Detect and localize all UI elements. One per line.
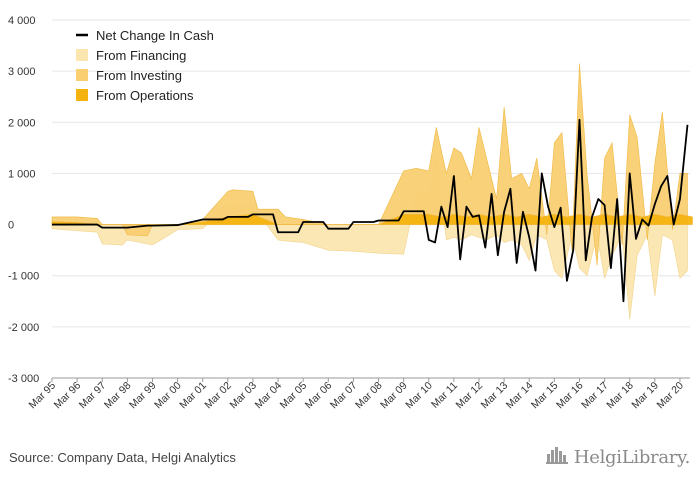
x-tick-label: Mar 15	[529, 380, 561, 412]
legend-swatch	[76, 69, 88, 81]
x-tick-label: Mar 97	[77, 380, 109, 412]
x-tick-label: Mar 18	[604, 380, 636, 412]
x-tick-label: Mar 19	[629, 380, 661, 412]
source-note: Source: Company Data, Helgi Analytics	[9, 450, 236, 465]
legend-label: From Financing	[96, 48, 186, 63]
x-tick-label: Mar 06	[303, 380, 335, 412]
y-tick-label: -2 000	[8, 322, 39, 334]
y-tick-label: 1 000	[8, 168, 36, 180]
x-tick-label: Mar 13	[479, 380, 511, 412]
x-tick-label: Mar 17	[579, 380, 611, 412]
area-from-operations	[51, 214, 693, 225]
x-tick-label: Mar 03	[227, 380, 259, 412]
x-tick-label: Mar 20	[654, 380, 686, 412]
y-tick-label: -1 000	[8, 271, 39, 283]
x-tick-label: Mar 01	[177, 380, 209, 412]
y-tick-label: 2 000	[8, 117, 36, 129]
cash-flow-chart: 4 000 3 000 2 000 1 000 0 -1 000 -2 000 -3 000 M…	[8, 15, 693, 412]
x-tick-label: Mar 05	[278, 380, 310, 412]
x-tick-label: Mar 96	[52, 380, 84, 412]
helgi-library-logo: HelgiLibrary.	[545, 446, 690, 469]
x-tick-label: Mar 10	[403, 380, 435, 412]
x-tick-label: Mar 08	[353, 380, 385, 412]
legend-label: From Operations	[96, 88, 194, 103]
x-tick-label: Mar 04	[253, 380, 285, 412]
city-skyline-icon	[545, 446, 570, 469]
chart-lines	[52, 118, 689, 303]
x-tick-label: Mar 02	[202, 380, 234, 412]
area-from-financing	[51, 152, 688, 320]
y-tick-label: 4 000	[8, 15, 36, 27]
x-tick-label: Mar 16	[554, 380, 586, 412]
x-tick-label: Mar 07	[328, 380, 360, 412]
y-tick-label: 3 000	[8, 66, 36, 78]
x-tick-label: Mar 12	[454, 380, 486, 412]
line-net-change-in-cash	[52, 118, 689, 303]
logo-text: HelgiLibrary.	[573, 447, 690, 468]
x-tick-label: Mar 99	[127, 380, 159, 412]
x-tick-label: Mar 98	[102, 380, 134, 412]
legend-swatch	[76, 89, 88, 101]
y-tick-label: 0	[8, 220, 14, 232]
y-tick-label: -3 000	[8, 373, 39, 385]
x-tick-label: Mar 14	[504, 380, 536, 412]
chart-legend: Net Change In Cash From Financing From Inv…	[76, 28, 214, 103]
legend-label: From Investing	[96, 68, 182, 83]
x-tick-label: Mar 09	[378, 380, 410, 412]
x-tick-label: Mar 00	[152, 380, 184, 412]
legend-label: Net Change In Cash	[96, 28, 214, 43]
legend-swatch	[76, 49, 88, 61]
